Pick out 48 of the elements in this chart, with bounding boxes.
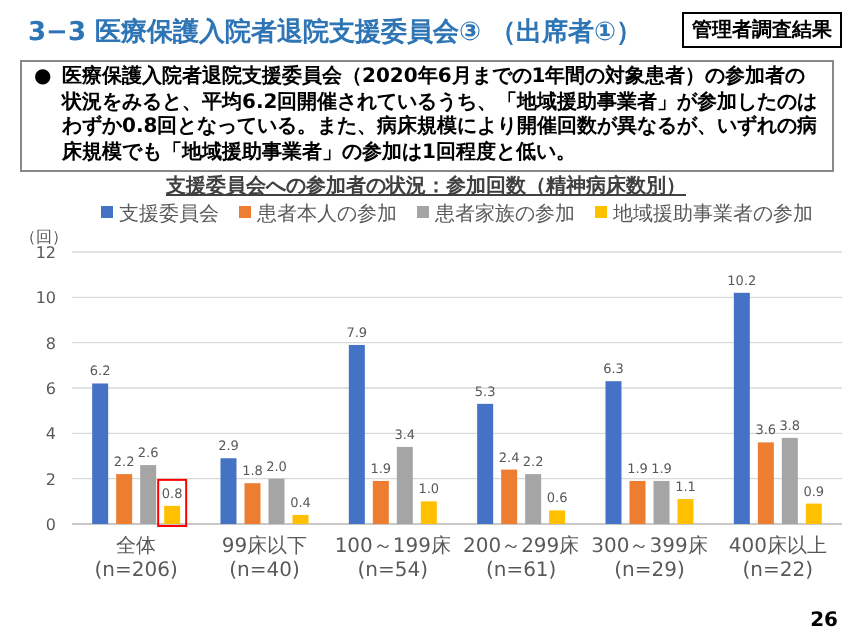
y-tick-label: 8 — [45, 334, 56, 353]
legend-label: 支援委員会 — [119, 202, 219, 226]
text: 管理者調査結果 — [682, 12, 842, 48]
y-tick-label: 4 — [45, 425, 56, 444]
text: ● — [34, 66, 54, 92]
text: 医療保護入院者退院支援委員会（2020年6月までの1年間の対象患者）の参加者の状況をみると、平均6.2回開催されているうち、「地域援助事業者」が参加したのはわずか0.8回となっている。また、病床規模により開催回数が異なるが、いずれの病床規模でも「地域援助事業者」の参加は1回程度と低い。 — [62, 66, 820, 166]
bar — [348, 344, 365, 524]
text: 26 — [810, 610, 838, 632]
bar — [292, 514, 309, 524]
x-tick-label: 400床以上 (n=22) — [728, 534, 827, 582]
bar — [220, 458, 237, 524]
x-tick-label: 100～199床 (n=54) — [334, 534, 452, 582]
y-tick-label: 10 — [35, 289, 56, 308]
bar — [525, 474, 542, 524]
legend-label: 地域援助事業者の参加 — [611, 202, 813, 226]
bar — [477, 403, 494, 524]
chart-title: 3−3 医療保護入院者退院支援委員会③ （出席者①） — [28, 15, 643, 50]
bar — [733, 292, 750, 524]
bar — [244, 483, 261, 524]
chart-subtitle: 支援委員会への参加者の状況：参加回数（精神病床数別） — [164, 174, 686, 198]
x-tick-label: 99床以下 (n=40) — [221, 534, 308, 582]
bar — [396, 446, 413, 524]
y-tick-label: 2 — [45, 470, 56, 489]
bar — [757, 442, 774, 524]
y-axis-title: （回） — [20, 228, 68, 246]
bar — [92, 383, 109, 524]
x-tick-label: 200～299床 (n=61) — [462, 534, 580, 582]
y-tick-label: 12 — [35, 244, 56, 262]
bar — [420, 501, 437, 524]
bar — [605, 381, 622, 524]
bar — [781, 437, 798, 524]
bar — [268, 478, 285, 524]
y-tick-label: 0 — [45, 516, 56, 534]
x-tick-label: 300～399床 (n=29) — [591, 534, 708, 582]
bar — [677, 499, 694, 524]
bar — [164, 505, 181, 524]
bar — [805, 503, 822, 524]
y-tick-label: 6 — [45, 380, 56, 398]
bar — [501, 469, 518, 524]
x-tick-label: 全体 (n=206) — [94, 534, 178, 582]
bar — [653, 480, 670, 524]
bar — [140, 465, 157, 524]
bar — [116, 474, 133, 524]
legend-label: 患者本人の参加 — [255, 202, 397, 226]
bar — [372, 480, 389, 524]
bar — [629, 480, 646, 524]
legend-label: 患者家族の参加 — [433, 202, 575, 226]
bar — [549, 510, 566, 524]
